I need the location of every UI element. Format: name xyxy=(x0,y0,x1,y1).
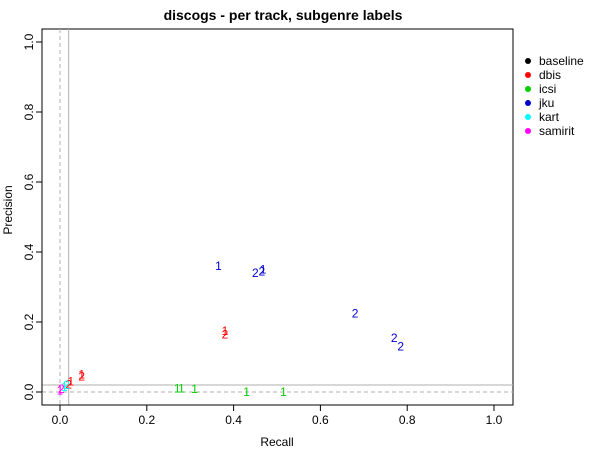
legend-label-samirit: samirit xyxy=(539,124,575,138)
y-tick-label: 0.8 xyxy=(22,103,36,120)
data-point-icsi: 1 xyxy=(243,385,250,399)
data-point-jku: 2 xyxy=(252,266,259,280)
data-point-jku: 2 xyxy=(258,264,265,278)
y-tick-label: 0.6 xyxy=(22,173,36,190)
plot-area xyxy=(41,28,514,406)
data-point-jku: 1 xyxy=(260,263,267,277)
x-tick-label: 1.0 xyxy=(486,413,503,427)
x-tick-label: 0.8 xyxy=(399,413,416,427)
x-tick-label: 0.6 xyxy=(312,413,329,427)
legend-marker-samirit xyxy=(525,128,531,134)
legend-label-baseline: baseline xyxy=(539,54,584,68)
data-point-jku: 2 xyxy=(352,306,359,320)
data-point-kart: 2 xyxy=(63,378,70,392)
legend-label-jku: jku xyxy=(538,96,554,110)
data-point-dbis: 2 xyxy=(65,377,72,391)
data-point-jku: 2 xyxy=(391,331,398,345)
data-point-dbis: 2 xyxy=(222,327,229,341)
reference-lines xyxy=(42,29,513,405)
data-point-kart: 1 xyxy=(61,380,68,394)
y-tick-label: 1.0 xyxy=(22,33,36,50)
y-axis-title: Precision xyxy=(1,185,15,234)
legend-marker-jku xyxy=(525,100,531,106)
data-point-dbis: 1 xyxy=(78,368,85,382)
data-point-dbis: 1 xyxy=(222,324,229,338)
legend-marker-dbis xyxy=(525,72,531,78)
data-point-icsi: 1 xyxy=(280,385,287,399)
legend-marker-kart xyxy=(525,114,531,120)
data-point-icsi: 1 xyxy=(191,382,198,396)
x-axis-title: Recall xyxy=(260,435,293,449)
x-tick-label: 0.4 xyxy=(225,413,242,427)
data-point-jku: 1 xyxy=(215,259,222,273)
x-tick-label: 0.2 xyxy=(138,413,155,427)
data-point-dbis: 2 xyxy=(78,369,85,383)
legend-marker-baseline xyxy=(525,58,531,64)
legend-marker-icsi xyxy=(525,86,531,92)
data-point-icsi: 1 xyxy=(174,382,181,396)
chart-title: discogs - per track, subgenre labels xyxy=(164,7,403,23)
data-point-jku: 2 xyxy=(397,340,404,354)
y-axis: 0.0 0.2 0.4 0.6 0.8 1.0 xyxy=(22,33,43,400)
data-point-samirit: 1 xyxy=(57,383,64,397)
y-tick-label: 0.2 xyxy=(22,313,36,330)
data-point-icsi: 1 xyxy=(178,382,185,396)
legend-label-dbis: dbis xyxy=(539,68,561,82)
data-point-dbis: 1 xyxy=(68,375,75,389)
y-tick-label: 0.4 xyxy=(22,243,36,260)
legend-label-kart: kart xyxy=(539,110,560,124)
x-axis: 0.0 0.2 0.4 0.6 0.8 1.0 xyxy=(52,404,503,427)
legend-label-icsi: icsi xyxy=(539,82,556,96)
y-tick-label: 0.0 xyxy=(22,383,36,400)
x-tick-label: 0.0 xyxy=(52,413,69,427)
data-point-samirit: 2 xyxy=(58,382,65,396)
